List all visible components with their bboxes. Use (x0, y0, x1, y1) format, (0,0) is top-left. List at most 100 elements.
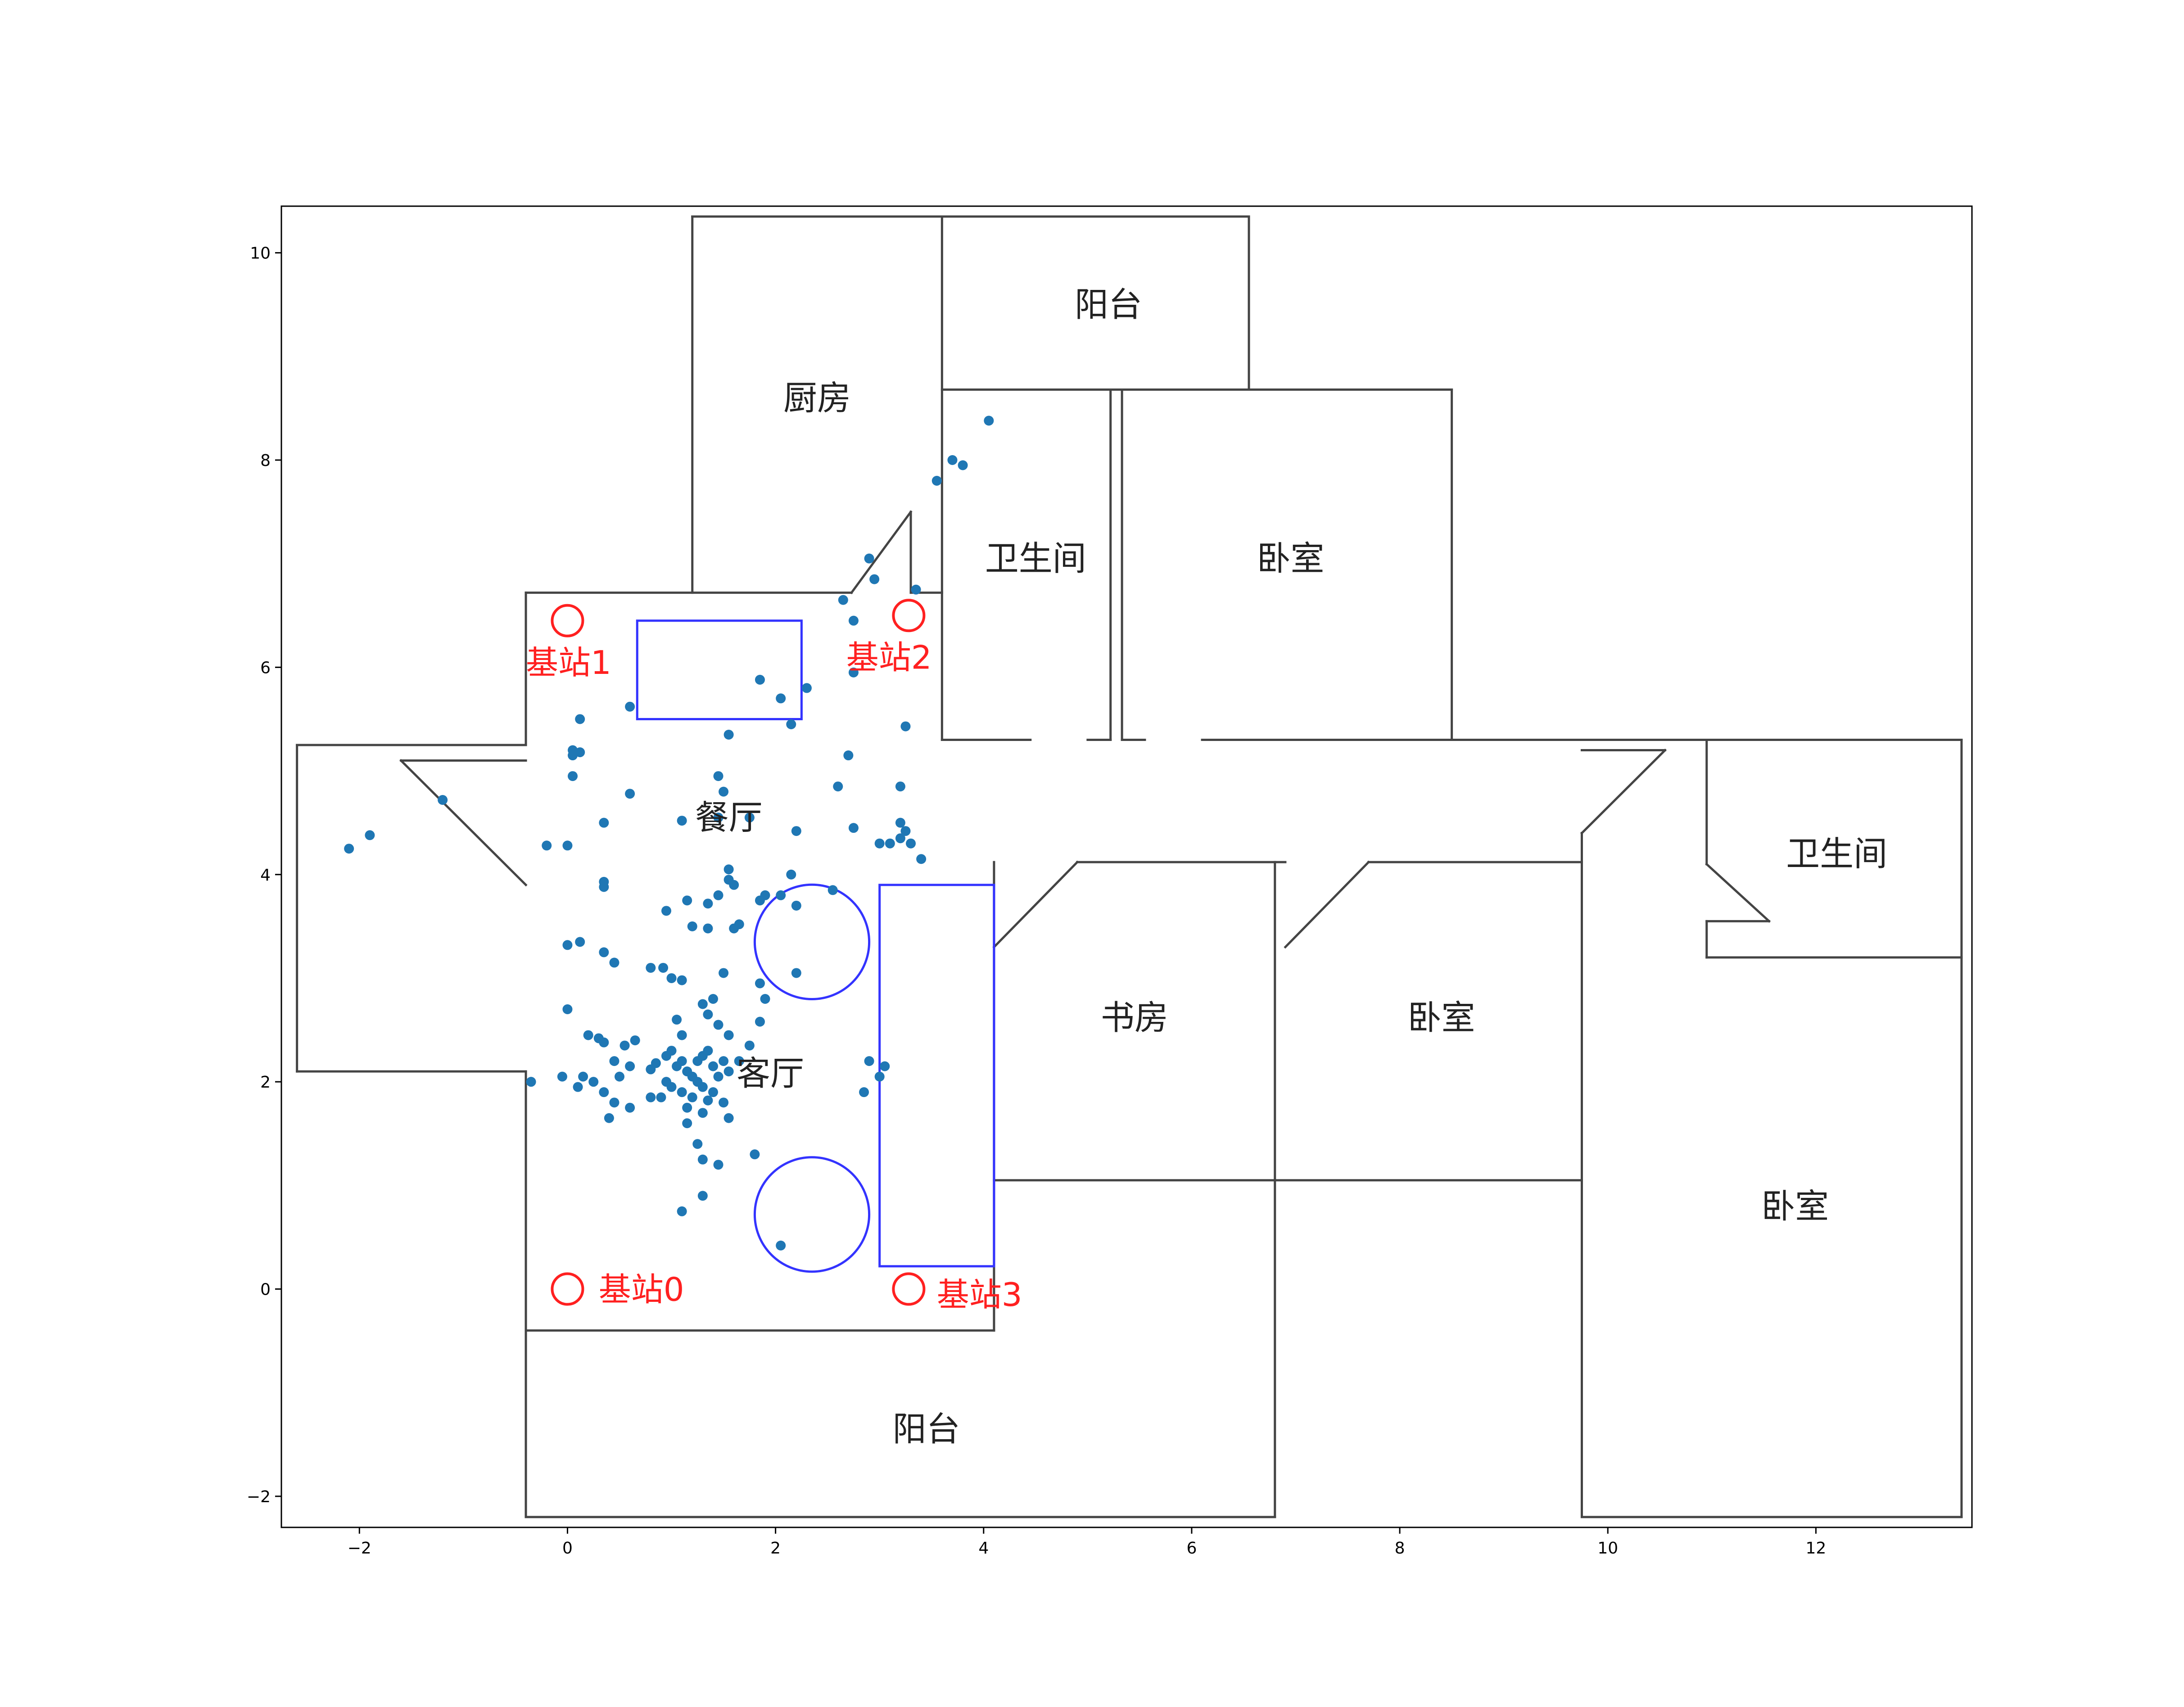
scatter-point (895, 817, 905, 828)
scatter-point (630, 1035, 640, 1046)
base-station-marker (892, 599, 926, 632)
axes-layer: −2 0 2 4 6 8 10 12 −2 0 2 4 6 8 10 (247, 205, 1973, 1558)
scatter-point (708, 994, 718, 1004)
scatter-point (677, 1030, 687, 1040)
scatter-point (599, 817, 609, 828)
scatter-point (692, 1139, 703, 1149)
points-layer (344, 415, 994, 1251)
room-label: 卫生间 (1786, 834, 1887, 874)
scatter-point (687, 921, 697, 931)
wall-segment (1580, 748, 1667, 835)
scatter-point (843, 750, 854, 761)
scatter-point (755, 674, 765, 685)
scatter-point (583, 1030, 593, 1040)
scatter-point (599, 882, 609, 892)
scatter-point (755, 895, 765, 906)
scatter-point (562, 840, 573, 851)
y-tick-label: 10 (250, 244, 271, 263)
scatter-point (687, 1092, 697, 1102)
scatter-point (578, 1071, 588, 1082)
scatter-point (599, 947, 609, 957)
scatter-point (677, 1087, 687, 1097)
scatter-point (713, 1160, 723, 1170)
scatter-point (719, 968, 729, 978)
scatter-point (719, 1097, 729, 1108)
scatter-point (776, 1240, 786, 1251)
base-station-label: 基站0 (599, 1271, 684, 1309)
scatter-point (723, 1030, 734, 1040)
scatter-point (723, 730, 734, 740)
scatter-point (703, 1095, 713, 1106)
y-tick-label: −2 (247, 1488, 271, 1506)
scatter-point (604, 1113, 614, 1123)
scatter-point (573, 1082, 583, 1092)
scatter-point (625, 789, 635, 799)
scatter-point (931, 476, 942, 486)
room-label: 阳台 (1075, 285, 1142, 325)
furniture-round (753, 1156, 871, 1273)
scatter-point (708, 1087, 718, 1097)
scatter-point (827, 885, 838, 895)
scatter-point (542, 840, 552, 851)
room-label: 卧室 (1408, 998, 1475, 1037)
base-station-label: 基站3 (937, 1276, 1022, 1314)
scatter-point (734, 1056, 744, 1066)
scatter-point (666, 1046, 677, 1056)
scatter-point (713, 1071, 723, 1082)
scatter-point (609, 1056, 619, 1066)
scatter-point (677, 1056, 687, 1066)
scatter-point (661, 906, 671, 916)
base-station-marker (892, 1272, 926, 1306)
y-tick-label: 4 (260, 866, 271, 885)
scatter-point (848, 823, 859, 833)
scatter-point (575, 937, 585, 947)
scatter-point (744, 813, 755, 823)
scatter-point (786, 719, 796, 729)
scatter-point (656, 1092, 666, 1102)
base-station-marker (551, 604, 584, 637)
base-station-marker (551, 1272, 584, 1306)
scatter-point (658, 962, 669, 973)
scatter-point (344, 844, 354, 854)
scatter-point (874, 1071, 885, 1082)
x-tick-label: −2 (348, 1539, 371, 1558)
scatter-point (562, 940, 573, 950)
scatter-point (672, 1015, 682, 1025)
walls-layer (296, 215, 1963, 1518)
base-station-label: 基站1 (526, 644, 611, 682)
wall-segment (850, 510, 913, 595)
y-tick-label: 8 (260, 452, 271, 470)
y-tick-label: 2 (260, 1073, 271, 1092)
scatter-point (723, 875, 734, 885)
y-tick-label: 0 (260, 1281, 271, 1299)
scatter-point (713, 771, 723, 781)
scatter-point (750, 1149, 760, 1160)
scatter-point (713, 890, 723, 900)
scatter-point (568, 771, 578, 781)
base-stations-layer: 基站0 基站1 基站2 基站3 (526, 599, 1022, 1314)
y-tick-label: 6 (260, 659, 271, 677)
scatter-point (791, 826, 801, 836)
scatter-point (885, 838, 895, 849)
wall-segment (1284, 860, 1370, 949)
scatter-point (744, 1040, 755, 1051)
scatter-point (869, 574, 880, 584)
scatter-point (526, 1077, 536, 1087)
scatter-point (984, 415, 994, 426)
scatter-point (703, 923, 713, 934)
wall-segment (399, 759, 528, 887)
room-label: 客厅 (737, 1054, 804, 1093)
scatter-point (859, 1087, 869, 1097)
scatter-point (874, 838, 885, 849)
scatter-point (776, 890, 786, 900)
scatter-point (365, 830, 375, 840)
scatter-point (682, 1102, 692, 1113)
scatter-point (697, 1108, 708, 1118)
scatter-point (801, 683, 812, 693)
scatter-point (703, 1009, 713, 1020)
scatter-point (438, 795, 448, 805)
scatter-point (703, 1046, 713, 1056)
scatter-point (776, 693, 786, 704)
